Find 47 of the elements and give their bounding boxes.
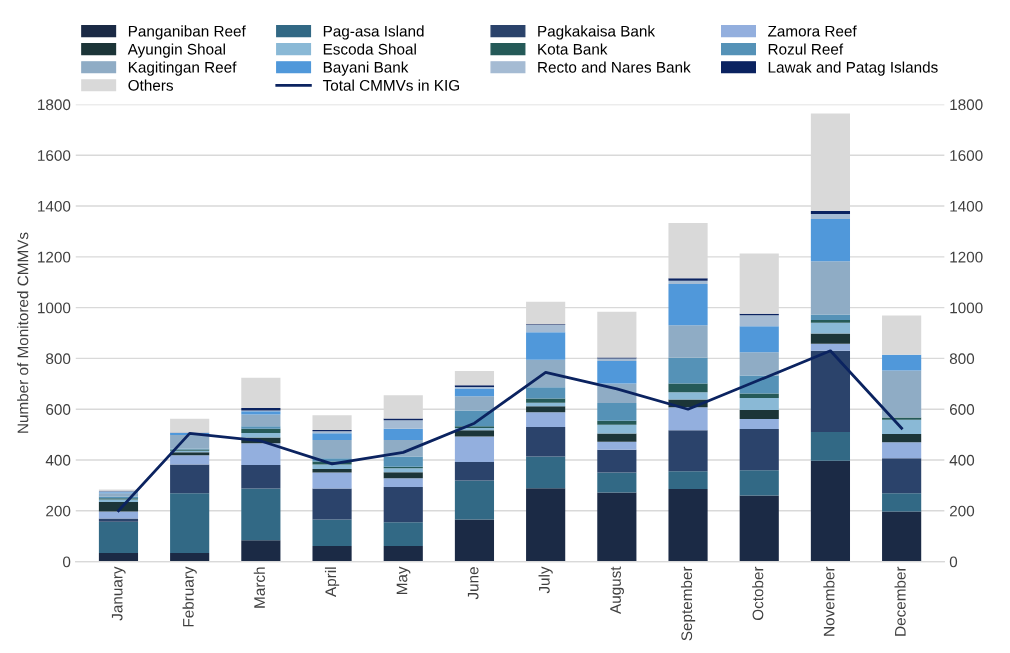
y2-tick-label: 1400 — [950, 200, 983, 212]
x-tick-label: November — [823, 566, 835, 636]
x-tick-label: January — [111, 566, 126, 621]
y-tick-label: 1600 — [38, 150, 71, 161]
legend-label: Ayungin Shoal — [127, 43, 225, 58]
y-tick-label: 400 — [45, 454, 71, 466]
y2-tick-label: 400 — [949, 454, 975, 466]
y2-tick-label: 200 — [949, 505, 975, 517]
x-tick-label: September — [680, 566, 696, 641]
legend-label: Pag-asa Island — [323, 25, 424, 40]
legend-label: Recto and Nares Bank — [538, 61, 691, 73]
y-tick-label: 1200 — [38, 251, 71, 263]
y-tick-label: 0 — [62, 556, 71, 568]
y2-tick-label: 1000 — [950, 302, 983, 314]
x-tick-label: July — [538, 566, 553, 594]
y-tick-label: 1800 — [38, 99, 71, 111]
legend-label: Kota Bank — [538, 43, 608, 55]
legend-label: Pagkakaisa Bank — [538, 25, 656, 40]
legend-label: Zamora Reef — [768, 25, 857, 37]
y-axis-title: Number of Monitored CMMVs — [17, 232, 29, 433]
legend-label: Bayani Bank — [323, 61, 409, 76]
x-tick-label: February — [182, 566, 197, 627]
y2-tick-label: 1600 — [950, 150, 983, 161]
x-tick-label: October — [752, 566, 764, 621]
y2-tick-label: 800 — [949, 353, 975, 365]
y2-tick-label: 1800 — [950, 99, 983, 111]
x-tick-label: May — [396, 566, 411, 595]
y-tick-label: 1400 — [38, 200, 71, 212]
y-tick-label: 1000 — [38, 302, 71, 314]
y-tick-label: 600 — [46, 404, 71, 415]
legend-label: Total CMMVs in KIG — [322, 79, 459, 91]
legend-label: Escoda Shoal — [323, 43, 416, 55]
y-tick-label: 200 — [46, 505, 71, 517]
x-tick-label: August — [610, 566, 624, 614]
legend-label: Others — [128, 79, 173, 91]
legend-label: Rozul Reef — [768, 43, 844, 55]
legend-label: Lawak and Patag Islands — [768, 61, 938, 76]
y2-tick-label: 600 — [949, 404, 975, 415]
x-tick-label: June — [467, 567, 479, 600]
legend-label: Kagitingan Reef — [128, 61, 237, 76]
legend-label: Panganiban Reef — [128, 25, 246, 40]
y-tick-label: 800 — [46, 353, 71, 365]
y2-tick-label: 0 — [949, 556, 958, 568]
x-tick-label: April — [324, 567, 340, 597]
x-tick-label: March — [253, 567, 265, 608]
x-tick-label: December — [894, 566, 906, 636]
y2-tick-label: 1200 — [950, 251, 983, 263]
